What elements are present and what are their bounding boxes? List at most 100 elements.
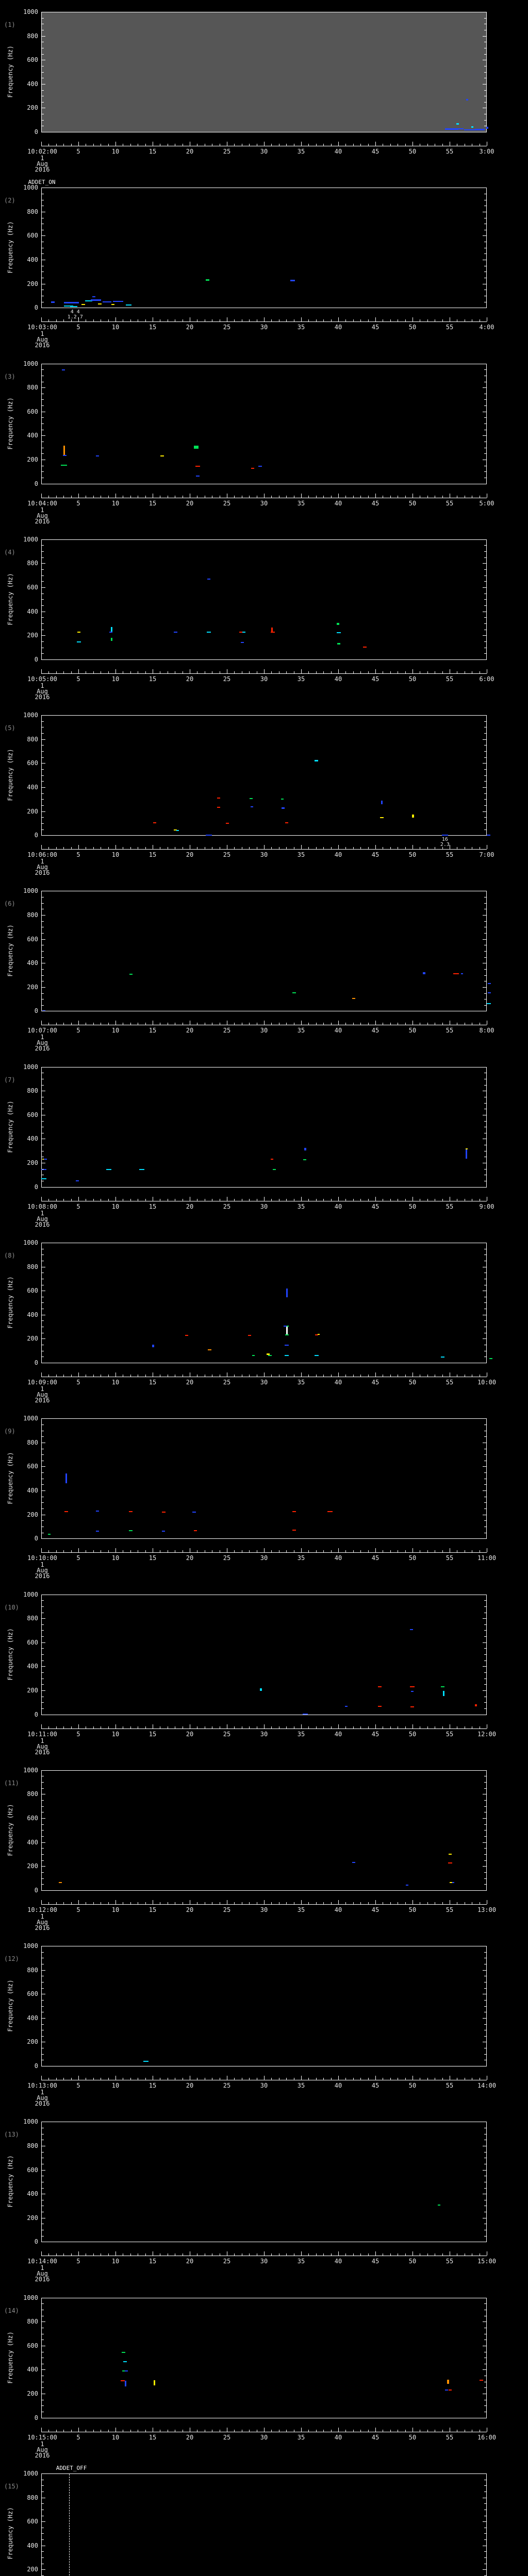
y-tick-label: 1000 [23,2469,38,2477]
detection-mark [464,129,475,131]
x-tick [308,1374,309,1377]
x-tick-label: 50 [408,2082,417,2090]
x-tick [286,1023,287,1025]
x-tick [353,1374,354,1377]
y-tick-label: 800 [27,1087,38,1095]
spectrogram-panel-13: (13) Frequency (Hz) 0 200 400 600 800 1000 5 10… [0,2110,528,2285]
x-tick [345,495,346,498]
x-tick [63,319,64,322]
y-tick [484,1672,486,1673]
x-tick [427,1374,428,1377]
y-tick [42,2473,45,2474]
x-tick [331,671,332,673]
x-tick [301,2076,302,2080]
x-tick-label: 5 [76,2082,80,2090]
y-tick-label: 0 [34,1710,38,1718]
x-tick [353,2429,354,2432]
x-tick-label: 35 [297,2082,305,2090]
y-tick [42,835,45,836]
detection-mark [452,1882,454,1883]
y-tick [484,951,486,952]
panel-number: (6) [4,900,15,908]
y-tick [42,1320,44,1321]
x-tick [271,2078,272,2080]
y-tick [42,563,45,564]
x-tick [286,1550,287,1553]
detection-mark [109,632,112,633]
y-tick [42,1418,45,1419]
y-tick-label: 200 [27,2038,38,2046]
y-tick [42,575,44,576]
detection-mark [270,1158,274,1160]
x-tick [108,671,109,673]
x-tick [130,847,131,850]
x-tick-label: 55 [446,1202,454,1210]
y-tick-label: 1000 [23,711,38,719]
x-tick [249,1902,250,1904]
y-tick [42,18,44,19]
y-tick [484,781,486,782]
x-tick-label: 40 [334,499,342,507]
x-tick [353,1198,354,1201]
x-tick-label: 45 [371,2258,380,2265]
detection-mark [466,99,469,100]
x-tick [78,1548,79,1553]
panel-number: (3) [4,372,15,380]
y-tick [484,405,486,406]
y-tick [484,399,486,400]
y-tick [42,587,45,588]
y-tick [484,1630,486,1631]
y-tick [484,993,486,994]
y-tick [484,2006,486,2007]
x-tick [405,671,406,673]
y-tick-label: 800 [27,1263,38,1270]
x-tick [405,495,406,498]
x-date-line: 1 [40,1561,44,1569]
x-tick [271,2429,272,2432]
y-tick [484,551,486,552]
detection-mark [285,822,289,823]
y-tick [42,2539,44,2540]
y-tick [484,2503,486,2504]
y-axis-title: Frequency (Hz) [7,1979,14,2032]
y-tick-label: 200 [27,983,38,991]
x-tick [323,1902,324,1904]
y-tick [484,1103,486,1104]
y-tick [42,817,44,818]
x-tick [249,671,250,673]
y-tick [484,471,486,472]
plot-area [41,2122,487,2243]
addet-event-dashed-line [69,2473,70,2576]
detection-mark [63,445,65,455]
x-tick [427,1902,428,1904]
y-tick [42,2521,45,2522]
y-tick [484,653,486,654]
x-tick [405,1374,406,1377]
x-tick-label: 40 [334,148,342,155]
x-tick [271,319,272,322]
x-tick [286,1198,287,1201]
x-tick [345,1726,346,1728]
x-end-label: 14:00 [477,2082,497,2090]
x-tick [301,2427,302,2432]
y-tick [484,793,486,794]
x-tick [71,1374,72,1377]
y-tick [484,581,486,582]
y-tick [42,1121,44,1122]
x-tick [130,495,131,498]
x-tick [63,2253,64,2256]
x-tick [316,1550,317,1553]
x-tick-label: 10 [111,2433,120,2441]
x-tick-label: 25 [223,1906,231,1913]
y-tick [483,2569,486,2570]
y-tick [484,1684,486,1685]
x-tick-label: 5 [76,1202,80,1210]
x-tick-label: 30 [260,1906,268,1913]
x-tick [108,847,109,850]
x-tick [271,1023,272,1025]
panel-number: (1) [4,21,15,28]
x-tick [353,1023,354,1025]
y-tick-label: 800 [27,32,38,40]
detection-mark [42,1010,46,1012]
x-tick [338,317,339,322]
